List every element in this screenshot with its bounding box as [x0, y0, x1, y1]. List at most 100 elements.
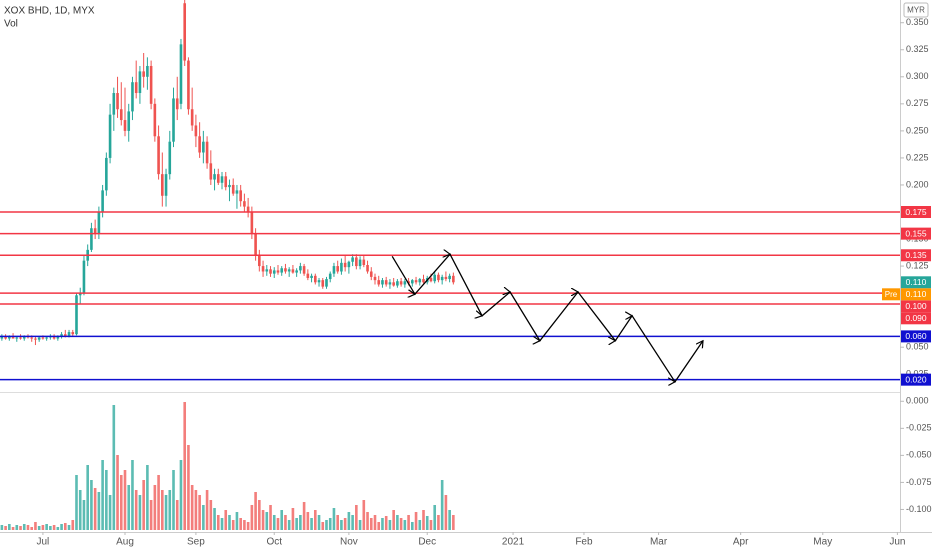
volume-bar — [377, 522, 381, 530]
volume-bar — [153, 485, 157, 530]
volume-bar — [45, 524, 48, 530]
volume-bar — [82, 500, 86, 530]
volume-bar — [269, 505, 272, 530]
volume-bar — [75, 475, 78, 530]
candle-body — [146, 65, 149, 77]
volume-bar — [194, 490, 198, 530]
volume-bar — [146, 465, 149, 530]
volume-bar — [116, 455, 119, 530]
candle-body — [22, 336, 26, 339]
candle-body — [0, 336, 4, 339]
candle-body — [295, 270, 298, 273]
candle-body — [381, 280, 384, 285]
y-tick-label: 0.025 — [906, 369, 929, 379]
volume-bar — [433, 505, 437, 530]
candle-body — [369, 271, 373, 277]
x-tick-label: 2021 — [502, 537, 525, 548]
candle-body — [78, 293, 82, 296]
candle-body — [291, 269, 295, 273]
price-label: 0.135 — [905, 250, 927, 260]
candle-body — [228, 184, 231, 188]
candle-body — [452, 275, 455, 283]
volume-bar — [138, 495, 142, 530]
price-label-box — [901, 227, 931, 240]
volume-bar — [30, 527, 34, 530]
volume-bar — [34, 522, 37, 530]
volume-bar — [149, 500, 153, 530]
candle-body — [30, 337, 34, 339]
candle-body — [19, 337, 22, 339]
candle-body — [444, 276, 448, 280]
volume-bar — [198, 495, 201, 530]
candle-body — [138, 71, 142, 94]
volume-bar — [373, 515, 377, 530]
candle-body — [75, 295, 78, 335]
candle-body — [37, 337, 41, 340]
candle-body — [134, 82, 138, 94]
volume-title: Vol — [4, 19, 18, 30]
candle-body — [153, 103, 157, 137]
candle-body — [358, 259, 362, 267]
candle-body — [183, 3, 187, 61]
volume-bar — [216, 515, 220, 530]
candle-body — [11, 336, 15, 339]
y-tick-label: 0.225 — [906, 152, 929, 162]
y-tick-label: -0.050 — [906, 450, 932, 460]
price-label-box — [901, 206, 931, 218]
volume-bar — [63, 523, 67, 530]
candle-body — [131, 82, 134, 112]
y-tick-label: 0.250 — [906, 125, 929, 135]
volume-bar — [231, 520, 235, 530]
volume-bar — [362, 500, 366, 530]
candle-body — [254, 233, 257, 256]
candle-body — [246, 206, 250, 212]
candle-body — [52, 336, 56, 339]
volume-bar — [22, 524, 26, 530]
x-tick-label: Feb — [575, 537, 593, 548]
y-tick-label: -0.075 — [906, 477, 932, 487]
volume-bar — [384, 516, 388, 530]
volume-bar — [15, 525, 19, 530]
candle-body — [313, 275, 317, 283]
candle-body — [239, 190, 242, 202]
candle-body — [123, 120, 127, 131]
volume-bar — [41, 525, 45, 530]
volume-bar — [26, 525, 30, 530]
candle-body — [119, 109, 123, 121]
candle-body — [418, 279, 422, 283]
volume-bar — [425, 516, 429, 530]
candle-body — [216, 174, 220, 183]
candle-body — [63, 334, 67, 337]
volume-bar — [127, 485, 131, 530]
candle-body — [164, 174, 168, 196]
candle-body — [187, 60, 190, 110]
candle-body — [67, 332, 71, 337]
volume-bar — [202, 505, 205, 530]
candle-body — [209, 163, 213, 180]
candle-body — [60, 334, 63, 337]
volume-bar — [358, 520, 362, 530]
volume-bar — [60, 524, 63, 530]
candle-body — [15, 337, 19, 339]
volume-bar — [396, 515, 399, 530]
candle-body — [362, 259, 366, 265]
volume-bar — [243, 520, 246, 530]
candle-body — [336, 266, 339, 272]
volume-bar — [313, 510, 317, 530]
y-tick-label: 0.200 — [906, 179, 929, 189]
volume-bar — [317, 515, 321, 530]
volume-bar — [101, 460, 104, 530]
volume-bar — [429, 520, 433, 530]
volume-bar — [123, 470, 127, 530]
volume-bar — [86, 465, 89, 530]
candle-body — [172, 98, 175, 142]
price-label: 0.155 — [905, 228, 927, 238]
candle-body — [310, 275, 313, 278]
volume-bar — [56, 527, 60, 530]
y-tick-label: -0.025 — [906, 423, 932, 433]
volume-bar — [369, 518, 373, 530]
candle-body — [269, 269, 272, 274]
candle-body — [213, 174, 216, 180]
candle-body — [116, 93, 119, 110]
y-tick-label: 0.000 — [906, 396, 929, 406]
